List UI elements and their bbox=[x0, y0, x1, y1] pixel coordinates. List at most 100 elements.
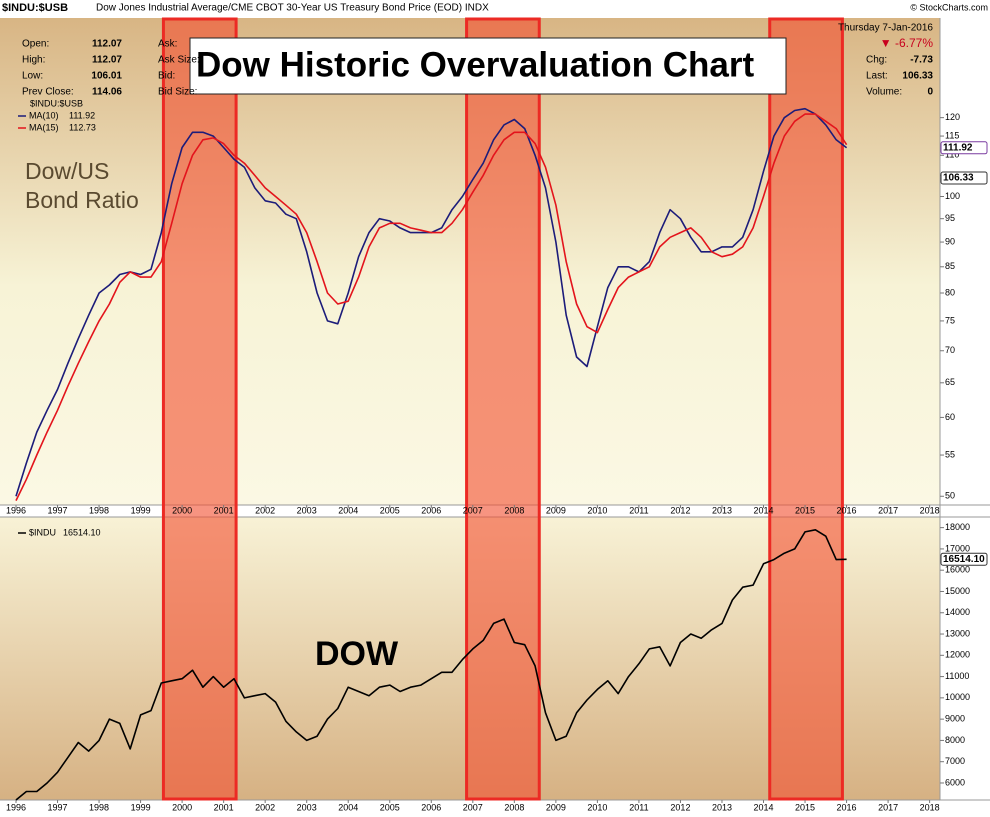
y-tick-label: 55 bbox=[945, 449, 955, 459]
description: Dow Jones Industrial Average/CME CBOT 30… bbox=[96, 3, 489, 14]
x-tick-label: 2009 bbox=[546, 505, 566, 515]
x-tick-label: 2018 bbox=[920, 802, 940, 812]
value-tag bbox=[940, 552, 988, 566]
y-tick-label: 18000 bbox=[945, 522, 970, 532]
x-tick-label: 2017 bbox=[878, 505, 898, 515]
field-label: Ask: bbox=[158, 39, 177, 50]
x-tick-label: 2017 bbox=[878, 802, 898, 812]
field-label: High: bbox=[22, 55, 45, 66]
annotation: Dow/US bbox=[25, 158, 109, 184]
change-pct: ▼ -6.77% bbox=[880, 36, 934, 50]
y-tick-label: 8000 bbox=[945, 735, 965, 745]
x-tick-label: 1997 bbox=[48, 505, 68, 515]
x-tick-label: 1999 bbox=[131, 802, 151, 812]
x-tick-label: 2004 bbox=[338, 802, 358, 812]
x-tick-label: 2015 bbox=[795, 802, 815, 812]
x-tick-label: 2008 bbox=[504, 802, 524, 812]
y-tick-label: 17000 bbox=[945, 543, 970, 553]
field-value: 112.07 bbox=[92, 39, 122, 50]
field-label: Prev Close: bbox=[22, 87, 74, 98]
x-tick-label: 2003 bbox=[297, 802, 317, 812]
y-tick-label: 65 bbox=[945, 377, 955, 387]
y-tick-label: 70 bbox=[945, 345, 955, 355]
legend-label: MA(10) bbox=[29, 110, 59, 120]
y-tick-label: 80 bbox=[945, 287, 955, 297]
y-tick-label: 115 bbox=[945, 130, 959, 140]
y-tick-label: 100 bbox=[945, 191, 960, 201]
field-label: Bid: bbox=[158, 71, 175, 82]
y-tick-label: 90 bbox=[945, 236, 955, 246]
annotation: DOW bbox=[315, 635, 399, 673]
field-label: Open: bbox=[22, 39, 49, 50]
x-tick-label: 2013 bbox=[712, 505, 732, 515]
x-tick-label: 2007 bbox=[463, 802, 483, 812]
x-tick-label: 2012 bbox=[670, 802, 690, 812]
field-value: 114.06 bbox=[92, 87, 122, 98]
x-tick-label: 2010 bbox=[587, 802, 607, 812]
x-tick-label: 2002 bbox=[255, 505, 275, 515]
field-value: 106.33 bbox=[902, 71, 933, 82]
symbol: $INDU:$USB bbox=[2, 2, 68, 14]
y-tick-label: 95 bbox=[945, 213, 955, 223]
legend-label: MA(15) bbox=[29, 122, 59, 132]
x-tick-label: 2009 bbox=[546, 802, 566, 812]
legend-value: 16514.10 bbox=[63, 527, 101, 537]
y-tick-label: 15000 bbox=[945, 586, 970, 596]
x-tick-label: 2014 bbox=[753, 505, 773, 515]
x-tick-label: 2013 bbox=[712, 802, 732, 812]
x-tick-label: 2002 bbox=[255, 802, 275, 812]
value-tag-label: 106.33 bbox=[943, 173, 974, 184]
series-line bbox=[15, 113, 848, 501]
y-tick-label: 12000 bbox=[945, 650, 970, 660]
legend-title: $INDU:$USB bbox=[30, 98, 83, 108]
x-tick-label: 2008 bbox=[504, 505, 524, 515]
x-tick-label: 2005 bbox=[380, 505, 400, 515]
y-tick-label: 13000 bbox=[945, 628, 970, 638]
y-tick-label: 120 bbox=[945, 112, 960, 122]
x-tick-label: 2016 bbox=[837, 505, 857, 515]
x-tick-label: 2001 bbox=[214, 802, 234, 812]
overlay-title: Dow Historic Overvaluation Chart bbox=[196, 45, 755, 84]
x-tick-label: 1999 bbox=[131, 505, 151, 515]
x-tick-label: 1997 bbox=[48, 802, 68, 812]
value-tag bbox=[940, 171, 988, 185]
x-tick-label: 2018 bbox=[920, 505, 940, 515]
x-tick-label: 2015 bbox=[795, 505, 815, 515]
legend-label: $INDU bbox=[29, 527, 56, 537]
field-value: 112.07 bbox=[92, 55, 122, 66]
field-label: Chg: bbox=[866, 55, 887, 66]
x-tick-label: 2016 bbox=[837, 802, 857, 812]
x-tick-label: 2001 bbox=[214, 505, 234, 515]
legend-value: 111.92 bbox=[69, 110, 95, 120]
x-tick-label: 1996 bbox=[6, 505, 26, 515]
y-tick-label: 75 bbox=[945, 315, 955, 325]
y-tick-label: 10000 bbox=[945, 692, 970, 702]
highlight-period bbox=[465, 17, 541, 801]
x-tick-label: 2000 bbox=[172, 505, 192, 515]
field-label: Low: bbox=[22, 71, 43, 82]
y-tick-label: 7000 bbox=[945, 756, 965, 766]
x-tick-label: 2006 bbox=[421, 505, 441, 515]
x-tick-label: 2007 bbox=[463, 505, 483, 515]
y-tick-label: 60 bbox=[945, 412, 955, 422]
date: Thursday 7-Jan-2016 bbox=[838, 23, 933, 34]
value-tag-label: 111.92 bbox=[943, 142, 973, 153]
y-tick-label: 85 bbox=[945, 261, 955, 271]
plot: 5055606570758085909510010511011512019961… bbox=[6, 107, 988, 812]
y-tick-label: 50 bbox=[945, 491, 955, 501]
x-tick-label: 2010 bbox=[587, 505, 607, 515]
highlights bbox=[161, 17, 844, 801]
value-tag bbox=[940, 141, 988, 155]
field-label: Ask Size: bbox=[158, 55, 200, 66]
copyright: © StockCharts.com bbox=[910, 2, 988, 12]
field-label: Bid Size: bbox=[158, 87, 197, 98]
highlight-period bbox=[768, 17, 844, 801]
x-tick-label: 2005 bbox=[380, 802, 400, 812]
y-tick-label: 16000 bbox=[945, 565, 970, 575]
x-tick-label: 2004 bbox=[338, 505, 358, 515]
annotation: Bond Ratio bbox=[25, 187, 139, 213]
x-tick-label: 2011 bbox=[629, 505, 648, 515]
field-label: Last: bbox=[866, 71, 888, 82]
y-tick-label: 14000 bbox=[945, 607, 970, 617]
